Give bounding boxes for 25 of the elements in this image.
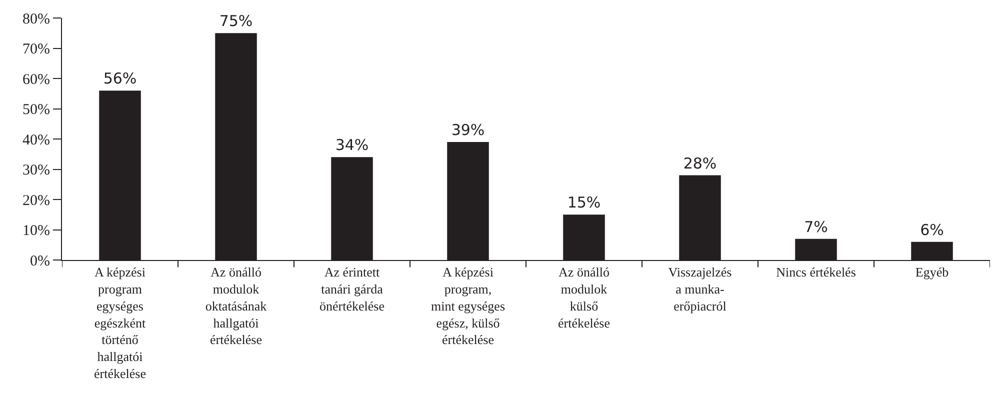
data-label: 15%	[567, 194, 601, 212]
y-tick-label: 30%	[22, 162, 50, 178]
x-tick-label: A képzési program, mint egységes egész, külső értékelése	[430, 264, 506, 348]
y-tick-label: 50%	[22, 102, 50, 118]
x-tick-label: Visszajelzés a munka- erőpiacról	[668, 264, 732, 314]
x-tick-label: Az önálló modulok külső értékelése	[558, 264, 610, 330]
data-label: 75%	[219, 12, 253, 30]
x-tick-label: Az önálló modulok oktatásának hallgatói értékelése	[205, 264, 268, 348]
x-tick-label: Egyéb	[915, 264, 949, 280]
data-label: 39%	[451, 121, 485, 140]
data-label: 7%	[804, 218, 828, 236]
y-tick-label: 20%	[22, 192, 50, 209]
data-label: 56%	[103, 70, 137, 88]
data-label: 28%	[683, 154, 717, 172]
x-tick-label: Nincs értékelés	[776, 264, 856, 280]
x-tick-label: Az érintett tanári gárda önértékelése	[320, 264, 385, 314]
y-tick-label: 60%	[22, 72, 50, 88]
y-tick-label: 0%	[30, 253, 50, 270]
data-label: 34%	[335, 136, 369, 154]
y-tick-label: 80%	[22, 11, 50, 28]
x-tick-label: A képzési program egységes egészként történő hallgatói értékelése	[94, 264, 146, 381]
y-tick-label: 40%	[22, 132, 50, 148]
y-tick-label: 10%	[22, 223, 50, 239]
data-label: 6%	[920, 220, 944, 239]
y-tick-label: 70%	[22, 42, 50, 58]
